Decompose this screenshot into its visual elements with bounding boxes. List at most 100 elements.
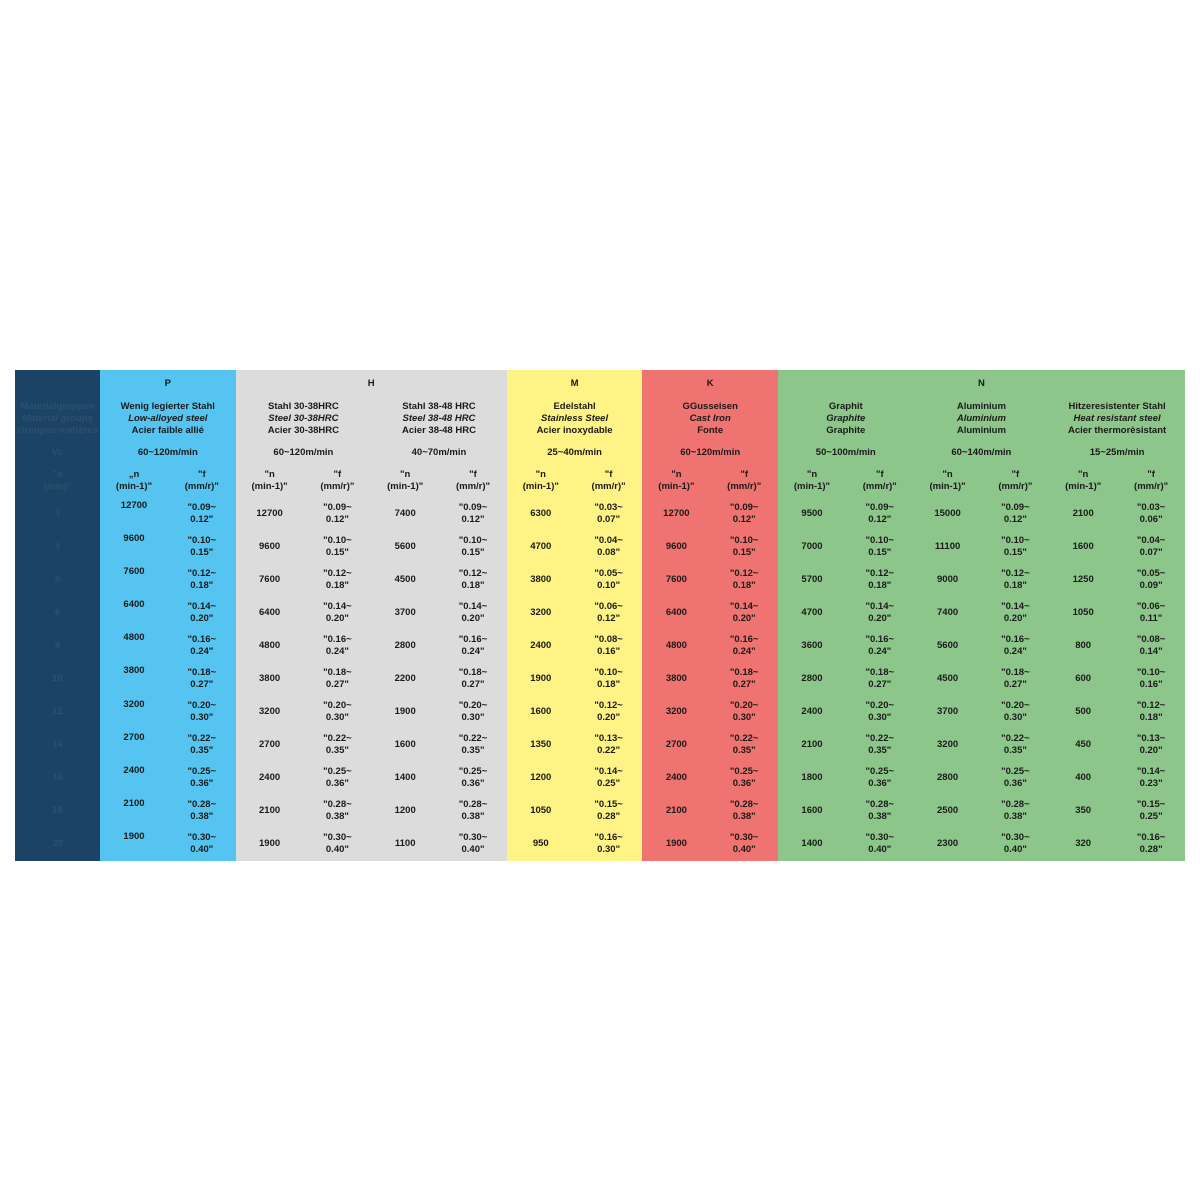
feed-f-cell: "0.22~ 0.35" [981, 728, 1050, 762]
speed-n-cell: 600 [1049, 662, 1118, 696]
feed-f-cell: "0.30~ 0.40" [303, 827, 372, 862]
feed-f-cell: "0.18~ 0.27" [439, 662, 507, 696]
material-name-en: Aluminium [956, 413, 1006, 424]
cutting-speed: 15~25m/min [1049, 440, 1185, 465]
material-name-de: GGusseisen [682, 401, 738, 412]
material-name-en: Steel 38-48 HRC [402, 413, 476, 424]
speed-n-cell: 2800 [913, 761, 982, 795]
speed-n-cell: 7600 [235, 563, 304, 597]
speed-n-cell: 5700 [777, 563, 846, 597]
speed-n-cell: 9600 [100, 530, 168, 564]
feed-f-cell: "0.14~ 0.20" [981, 596, 1050, 630]
feed-f-cell: "0.25~ 0.36" [439, 761, 507, 795]
feed-f-cell: "0.12~ 0.18" [168, 563, 236, 597]
speed-n-cell: 400 [1049, 761, 1118, 795]
speed-n-cell: 450 [1049, 728, 1118, 762]
table-row: 20 1900 "0.30~ 0.40" 1900 "0.30~ 0.40" 1100 "0… [15, 827, 1185, 862]
speed-n-header: "n (min-1)" [913, 465, 982, 497]
material-name-fr: Acier 38-48 HRC [402, 425, 476, 436]
feed-f-cell: "0.16~ 0.30" [574, 827, 643, 862]
feed-f-cell: "0.08~ 0.16" [574, 629, 643, 663]
speed-n-header: "n (min-1)" [1049, 465, 1118, 497]
feed-f-cell: "0.20~ 0.30" [710, 695, 778, 729]
feed-f-cell: "0.16~ 0.24" [710, 629, 778, 663]
speed-n-cell: 3700 [913, 695, 982, 729]
material-name-fr: Aluminium [956, 425, 1006, 436]
feed-f-cell: "0.16~ 0.24" [981, 629, 1050, 663]
feed-f-cell: "0.13~ 0.20" [1117, 728, 1185, 762]
material-name-de: Hitzeresistenter Stahl [1068, 401, 1166, 412]
feed-f-header: "f (mm/r)" [710, 465, 778, 497]
speed-n-cell: 800 [1049, 629, 1118, 663]
speed-n-cell: 1200 [371, 794, 440, 828]
material-name-de: Edelstahl [553, 401, 596, 412]
feed-f-cell: "0.16~ 0.24" [845, 629, 914, 663]
speed-n-cell: 6400 [100, 596, 168, 630]
cutting-speed: 60~140m/min [913, 440, 1050, 465]
material-name-de: Wenig legierter Stahl [120, 401, 215, 412]
cutting-speed: 25~40m/min [506, 440, 643, 465]
diameter-cell: 6 [15, 596, 100, 630]
feed-f-cell: "0.20~ 0.30" [981, 695, 1050, 729]
speed-n-cell: 2300 [913, 827, 982, 862]
speed-n-cell: 5600 [371, 530, 440, 564]
material-name: Edelstahl Stainless Steel Acier inoxydable [506, 398, 643, 440]
feed-f-cell: "0.18~ 0.27" [981, 662, 1050, 696]
feed-f-cell: "0.10~ 0.15" [168, 530, 236, 564]
feed-f-cell: "0.14~ 0.20" [439, 596, 507, 630]
feed-f-cell: "0.14~ 0.20" [168, 596, 236, 630]
speed-n-cell: 2400 [642, 761, 711, 795]
diameter-header: "ø (mm)" [15, 465, 100, 497]
feed-f-cell: "0.30~ 0.40" [845, 827, 914, 862]
speed-n-cell: 2400 [777, 695, 846, 729]
feed-f-cell: "0.28~ 0.38" [439, 794, 507, 828]
feed-f-cell: "0.10~ 0.15" [845, 530, 914, 564]
feed-f-cell: "0.22~ 0.35" [303, 728, 372, 762]
feed-f-cell: "0.18~ 0.27" [710, 662, 778, 696]
speed-n-cell: 12700 [235, 497, 304, 531]
cutting-speed: 60~120m/min [100, 440, 236, 465]
feed-f-cell: "0.28~ 0.38" [303, 794, 372, 828]
speed-n-cell: 4700 [777, 596, 846, 630]
feed-f-cell: "0.12~ 0.18" [1117, 695, 1185, 729]
speed-n-cell: 1900 [235, 827, 304, 862]
material-name-de: Graphit [828, 401, 863, 412]
speed-n-cell: 3200 [100, 695, 168, 729]
material-groups-label-line: Materialgruppen [20, 401, 95, 412]
speed-n-cell: 4800 [100, 629, 168, 663]
feed-f-cell: "0.20~ 0.30" [845, 695, 914, 729]
speed-n-cell: 1600 [506, 695, 575, 729]
speed-n-cell: 1050 [1049, 596, 1118, 630]
feed-f-header: "f (mm/r)" [1117, 465, 1185, 497]
speed-n-cell: 500 [1049, 695, 1118, 729]
speed-n-cell: 2800 [777, 662, 846, 696]
group-letter-k: K [642, 370, 778, 398]
feed-f-cell: "0.18~ 0.27" [168, 662, 236, 696]
speed-n-header: "n (min-1)" [777, 465, 846, 497]
feed-f-cell: "0.04~ 0.07" [1117, 530, 1185, 564]
feed-f-cell: "0.12~ 0.20" [574, 695, 643, 729]
feed-f-cell: "0.25~ 0.36" [981, 761, 1050, 795]
speed-n-cell: 1100 [371, 827, 440, 862]
diameter-cell: 16 [15, 761, 100, 795]
group-letter-n: N [777, 370, 1185, 398]
feed-f-cell: "0.12~ 0.18" [439, 563, 507, 597]
speed-n-cell: 1200 [506, 761, 575, 795]
feed-f-cell: "0.13~ 0.22" [574, 728, 643, 762]
speed-n-cell: 1600 [371, 728, 440, 762]
vc-row: Vc 60~120m/min 60~120m/min 40~70m/min 25~40m… [15, 440, 1185, 465]
speed-n-cell: 3800 [235, 662, 304, 696]
speed-n-cell: 6300 [506, 497, 575, 531]
feed-f-cell: "0.06~ 0.11" [1117, 596, 1185, 630]
feed-f-cell: "0.30~ 0.40" [710, 827, 778, 862]
feed-f-cell: "0.09~ 0.12" [981, 497, 1050, 531]
speed-n-cell: 3200 [235, 695, 304, 729]
feed-f-cell: "0.20~ 0.30" [168, 695, 236, 729]
feed-f-cell: "0.25~ 0.36" [168, 761, 236, 795]
feed-f-cell: "0.18~ 0.27" [303, 662, 372, 696]
feed-f-cell: "0.16~ 0.24" [439, 629, 507, 663]
table-row: 10 3800 "0.18~ 0.27" 3800 "0.18~ 0.27" 2200 "0… [15, 662, 1185, 696]
feed-f-cell: "0.10~ 0.15" [303, 530, 372, 564]
speed-n-cell: 1800 [777, 761, 846, 795]
speed-n-cell: 2100 [1049, 497, 1118, 531]
